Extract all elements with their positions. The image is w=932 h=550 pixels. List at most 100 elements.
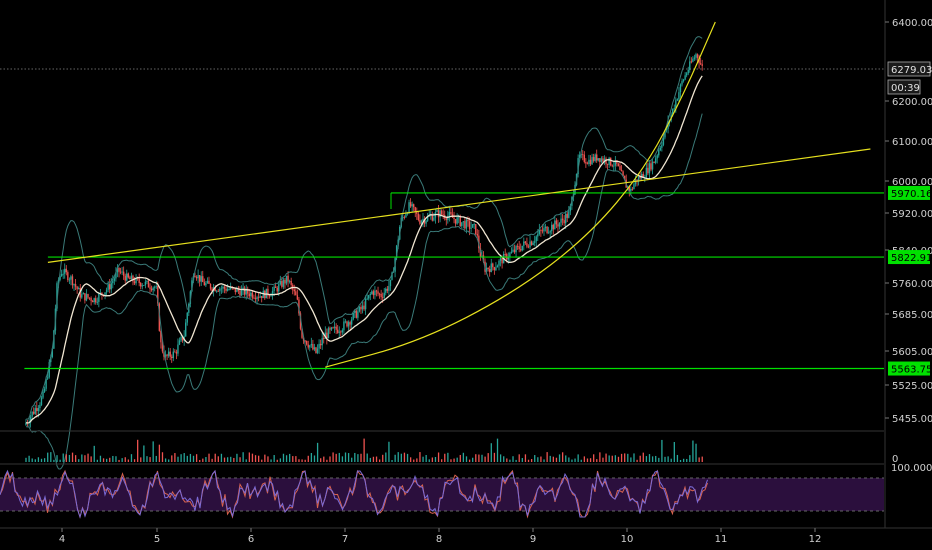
- volume-bar: [369, 457, 371, 462]
- candle-body: [692, 58, 694, 62]
- volume-bar: [341, 456, 344, 462]
- candle-body: [470, 227, 472, 229]
- candle-body: [665, 128, 668, 131]
- volume-bar: [484, 456, 486, 462]
- candle-body: [119, 271, 122, 273]
- volume-bar: [357, 454, 359, 462]
- candle-body: [25, 422, 27, 426]
- volume-bar: [574, 458, 576, 462]
- candle-body: [261, 296, 263, 299]
- volume-bar: [230, 456, 232, 462]
- candle-body: [659, 147, 662, 151]
- volume-bar: [701, 456, 703, 462]
- candle-body: [39, 404, 41, 409]
- candle-body: [223, 286, 226, 289]
- level-price-tag[interactable]: [888, 361, 930, 376]
- candle-body: [453, 217, 455, 219]
- candle-body: [109, 284, 111, 290]
- trend-line[interactable]: [47, 148, 871, 263]
- candle-body: [586, 163, 589, 165]
- candle-body: [243, 287, 246, 295]
- candle-body: [85, 294, 88, 301]
- volume-bar: [143, 445, 145, 462]
- candle-body: [490, 263, 492, 272]
- volume-bar: [164, 458, 167, 462]
- volume-bar: [503, 456, 505, 462]
- last-price-tag[interactable]: [887, 61, 931, 77]
- candle-body: [554, 220, 556, 230]
- candle-body: [465, 219, 468, 229]
- volume-bar: [689, 455, 691, 462]
- time-axis[interactable]: 4 5 6 7 8 9 10 11 12: [0, 527, 932, 545]
- candle-body: [163, 351, 165, 357]
- candle-body: [555, 220, 558, 225]
- candle-body: [411, 204, 413, 207]
- candle-body: [330, 327, 333, 330]
- candle-body: [524, 241, 527, 244]
- volume-bar: [624, 453, 626, 462]
- volume-bar: [512, 456, 514, 462]
- candle-body: [126, 273, 128, 281]
- candle-body: [270, 295, 272, 297]
- price-tick-label: 5455.00: [892, 414, 932, 425]
- volume-bar: [437, 452, 440, 462]
- candle-body: [475, 224, 477, 234]
- volume-bar: [397, 452, 399, 462]
- candle-body: [240, 289, 243, 296]
- price-axis[interactable]: 6400.006200.006100.006000.005920.005840.…: [884, 0, 932, 528]
- parabolic-curve[interactable]: [325, 21, 716, 368]
- candle-body: [343, 321, 345, 331]
- candle-body: [352, 312, 354, 320]
- candle-body: [414, 207, 416, 212]
- volume-bar: [670, 458, 672, 462]
- volume-bar: [599, 452, 601, 462]
- candle-body: [116, 267, 119, 273]
- candle-body: [388, 286, 390, 291]
- candle-body: [82, 293, 85, 295]
- level-price-tag[interactable]: [888, 250, 930, 265]
- volume-bar: [521, 458, 523, 462]
- candle-body: [122, 271, 125, 276]
- candle-body: [664, 130, 666, 138]
- volume-bar: [202, 458, 204, 462]
- candle-body: [678, 92, 680, 100]
- volume-bar: [137, 439, 139, 462]
- candle-body: [676, 99, 679, 101]
- rsi-pane: [0, 463, 884, 519]
- candle-body: [417, 213, 420, 221]
- candle-body: [340, 331, 342, 333]
- candle-body: [681, 81, 683, 85]
- candle-body: [219, 288, 221, 292]
- candle-body: [251, 292, 254, 298]
- volume-bar: [630, 457, 632, 462]
- volume-bar: [282, 453, 285, 462]
- price-pane[interactable]: [0, 21, 884, 470]
- candle-body: [639, 176, 641, 179]
- countdown-label: 00:39: [891, 83, 920, 94]
- volume-bar: [465, 456, 468, 462]
- candle-body: [287, 275, 289, 282]
- time-tick-label: 9: [530, 534, 536, 545]
- candle-body: [673, 108, 675, 110]
- candle-body: [622, 171, 624, 176]
- price-tick-label: 5760.00: [892, 279, 932, 290]
- volume-bar: [375, 456, 378, 462]
- candle-body: [533, 241, 536, 243]
- level-price-tag[interactable]: [888, 185, 930, 200]
- candle-body: [132, 275, 134, 282]
- candle-body: [588, 159, 590, 165]
- candle-body: [433, 217, 435, 221]
- volume-bar: [326, 459, 328, 462]
- volume-bar: [239, 457, 241, 462]
- candle-body: [436, 210, 438, 213]
- candle-body: [299, 313, 302, 329]
- candle-body: [281, 281, 283, 287]
- candle-body: [428, 215, 430, 217]
- volume-bar: [192, 455, 195, 462]
- candle-body: [684, 75, 686, 80]
- candle-body: [375, 290, 378, 292]
- volume-bar: [152, 441, 154, 462]
- candle-body: [535, 236, 537, 242]
- candle-body: [225, 288, 227, 291]
